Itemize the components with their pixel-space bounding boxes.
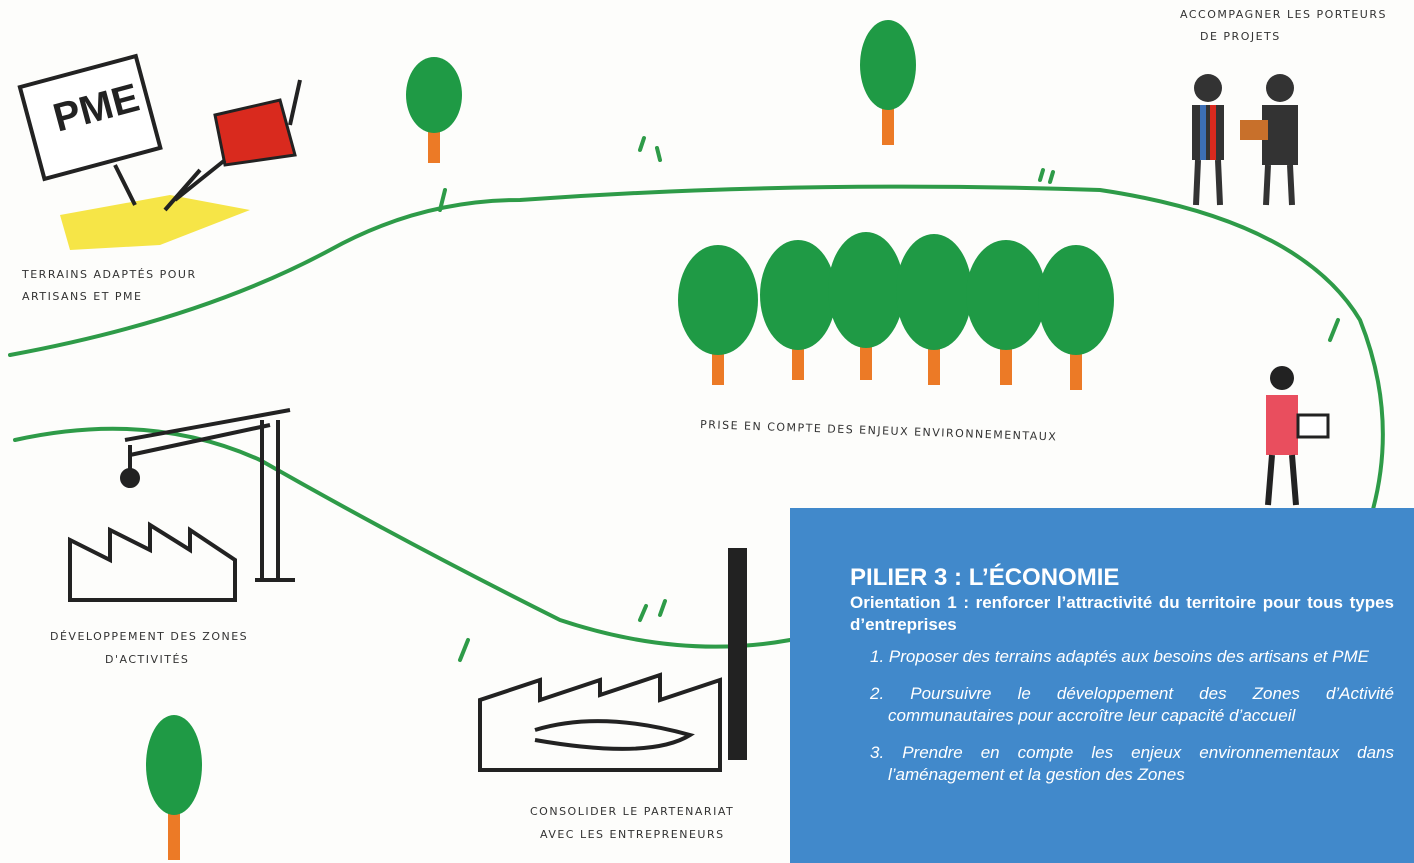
item-text: Poursuivre le développement des Zones d’… (888, 684, 1394, 725)
sketch-label: CONSOLIDER LE PARTENARIAT (530, 805, 734, 818)
sketch-label: D'ACTIVITÉS (105, 653, 189, 666)
yellow-ground (60, 195, 250, 250)
tree (1038, 245, 1114, 390)
factory-2 (480, 550, 745, 770)
sketch-label: ARTISANS ET PME (22, 290, 143, 303)
tree (678, 245, 758, 385)
list-item: 2. Poursuivre le développement des Zones… (870, 683, 1394, 727)
item-number: 1. (870, 647, 884, 666)
sketch-label: PRISE EN COMPTE DES ENJEUX ENVIRONNEMENT… (700, 418, 1058, 443)
sign-post (115, 165, 135, 205)
tree (828, 232, 904, 380)
sketch-label: ACCOMPAGNER LES PORTEURS (1180, 8, 1387, 21)
panel-subtitle: Orientation 1 : renforcer l’attractivité… (850, 592, 1394, 636)
path-curve (10, 187, 1383, 520)
list-item: 1. Proposer des terrains adaptés aux bes… (870, 646, 1394, 668)
item-text: Prendre en compte les enjeux environneme… (888, 743, 1394, 784)
sketch-label: DÉVELOPPEMENT DES ZONES (50, 630, 248, 643)
item-list: 1. Proposer des terrains adaptés aux bes… (850, 646, 1394, 786)
tree (760, 240, 836, 380)
info-panel: PILIER 3 : L’ÉCONOMIE Orientation 1 : re… (790, 508, 1414, 863)
crane-factory (70, 410, 295, 600)
tree (860, 20, 916, 145)
tree (896, 234, 972, 385)
list-item: 3. Prendre en compte les enjeux environn… (870, 742, 1394, 786)
sketch-label: TERRAINS ADAPTÉS POUR (21, 268, 197, 281)
tree (146, 715, 202, 860)
tree (966, 240, 1046, 385)
sketch-label: AVEC LES ENTREPRENEURS (540, 828, 725, 841)
panel-title: PILIER 3 : L’ÉCONOMIE (850, 564, 1394, 592)
space (884, 684, 910, 703)
people (1192, 74, 1328, 505)
sketch-label: DE PROJETS (1200, 30, 1281, 43)
digger (215, 100, 295, 165)
item-number: 3. (870, 743, 884, 762)
tree (406, 57, 462, 163)
pme-scene (20, 56, 300, 250)
space (884, 743, 902, 762)
item-number: 2. (870, 684, 884, 703)
item-text: Proposer des terrains adaptés aux besoin… (889, 647, 1369, 666)
page: PME ACCOMPAGNER LES PORTEURS DE PROJETS … (0, 0, 1414, 863)
